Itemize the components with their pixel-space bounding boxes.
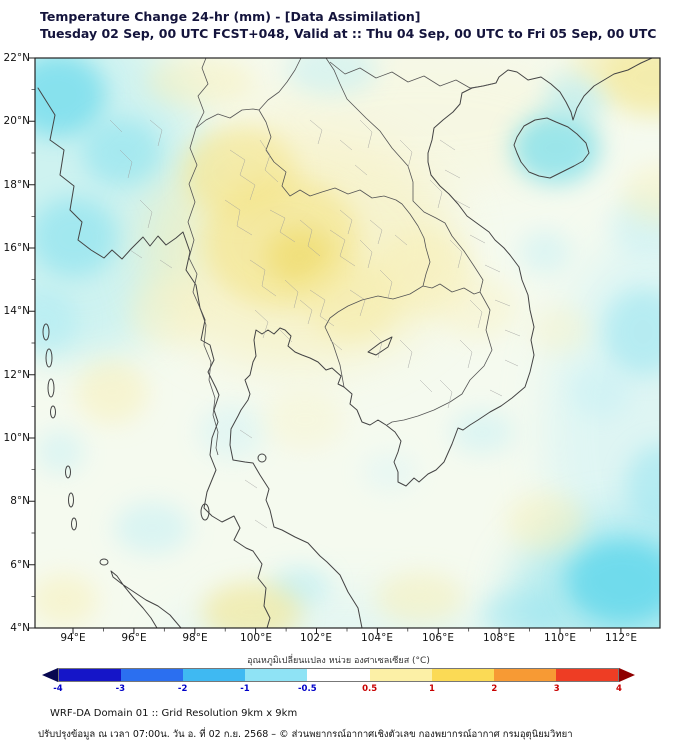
chart-header: Temperature Change 24-hr (mm) - [Data As…: [40, 8, 656, 42]
colorbar-segments: [58, 668, 619, 682]
colorbar-segment: [493, 669, 556, 681]
y-axis-tick-label: 22°N: [3, 52, 30, 64]
colorbar-tick-label: -3: [115, 684, 126, 694]
colorbar-segment: [183, 669, 246, 681]
y-axis-tick-label: 14°N: [3, 305, 30, 317]
y-axis-tick-label: 16°N: [3, 242, 30, 254]
x-axis-tick-label: 98°E: [182, 632, 208, 644]
x-axis-tick-label: 110°E: [544, 632, 576, 644]
colorbar-tick-label: 0.5: [362, 684, 378, 694]
colorbar-segment: [431, 669, 494, 681]
colorbar-segment: [121, 669, 184, 681]
colorbar-segment: [59, 669, 122, 681]
colorbar-ticks: -4 -3 -2 -1 -0.5 0.5 1 2 3 4: [53, 684, 622, 696]
colorbar-title: อุณหภูมิเปลี่ยนแปลง หน่วย องศาเซลเซียส (…: [247, 656, 430, 666]
colorbar-tick-label: 1: [429, 684, 435, 694]
y-axis-tick-label: 10°N: [3, 432, 30, 444]
axis-ticks: [29, 57, 622, 634]
colorbar-segment: [245, 669, 308, 681]
x-axis-tick-label: 106°E: [422, 632, 454, 644]
agency-credit-line: ปรับปรุงข้อมูล ณ เวลา 07:00น. วัน อ. ที่…: [38, 729, 573, 740]
x-axis-tick-label: 108°E: [483, 632, 515, 644]
shading-layer: [35, 58, 660, 628]
x-axis-tick-label: 112°E: [605, 632, 637, 644]
colorbar-segment: [369, 669, 432, 681]
colorbar-segment: [555, 669, 618, 681]
chart-subtitle: Tuesday 02 Sep, 00 UTC FCST+048, Valid a…: [40, 26, 657, 41]
y-axis-tick-label: 20°N: [3, 115, 30, 127]
x-axis-tick-label: 104°E: [361, 632, 393, 644]
y-axis-tick-label: 4°N: [10, 622, 30, 634]
province-borders: [109, 119, 521, 529]
country-borders: [187, 58, 497, 456]
map-frame: [34, 57, 661, 629]
model-info-line: WRF-DA Domain 01 :: Grid Resolution 9km …: [50, 708, 298, 719]
chart-title: Temperature Change 24-hr (mm) - [Data As…: [40, 9, 421, 24]
y-axis-tick-label: 6°N: [10, 559, 30, 571]
y-axis-tick-label: 18°N: [3, 179, 30, 191]
x-axis-tick-label: 96°E: [121, 632, 147, 644]
colorbar-tick-label: -4: [53, 684, 63, 694]
y-axis-tick-label: 8°N: [10, 495, 30, 507]
colorbar-tick-label: -2: [177, 684, 188, 694]
colorbar-tick-label: -0.5: [298, 684, 317, 694]
x-axis-tick-label: 94°E: [60, 632, 86, 644]
colorbar-tick-label: 3: [553, 684, 560, 694]
colorbar-tick-label: 4: [616, 684, 622, 694]
colorbar-tick-label: 2: [491, 684, 498, 694]
colorbar-segment: [307, 669, 370, 681]
x-axis-tick-label: 102°E: [300, 632, 332, 644]
x-axis-tick-label: 100°E: [240, 632, 272, 644]
colorbar-arrow-left: [42, 668, 58, 682]
colorbar: [42, 668, 635, 682]
colorbar-arrow-right: [619, 668, 635, 682]
colorbar-tick-label: -1: [240, 684, 250, 694]
y-axis-tick-label: 12°N: [3, 369, 30, 381]
